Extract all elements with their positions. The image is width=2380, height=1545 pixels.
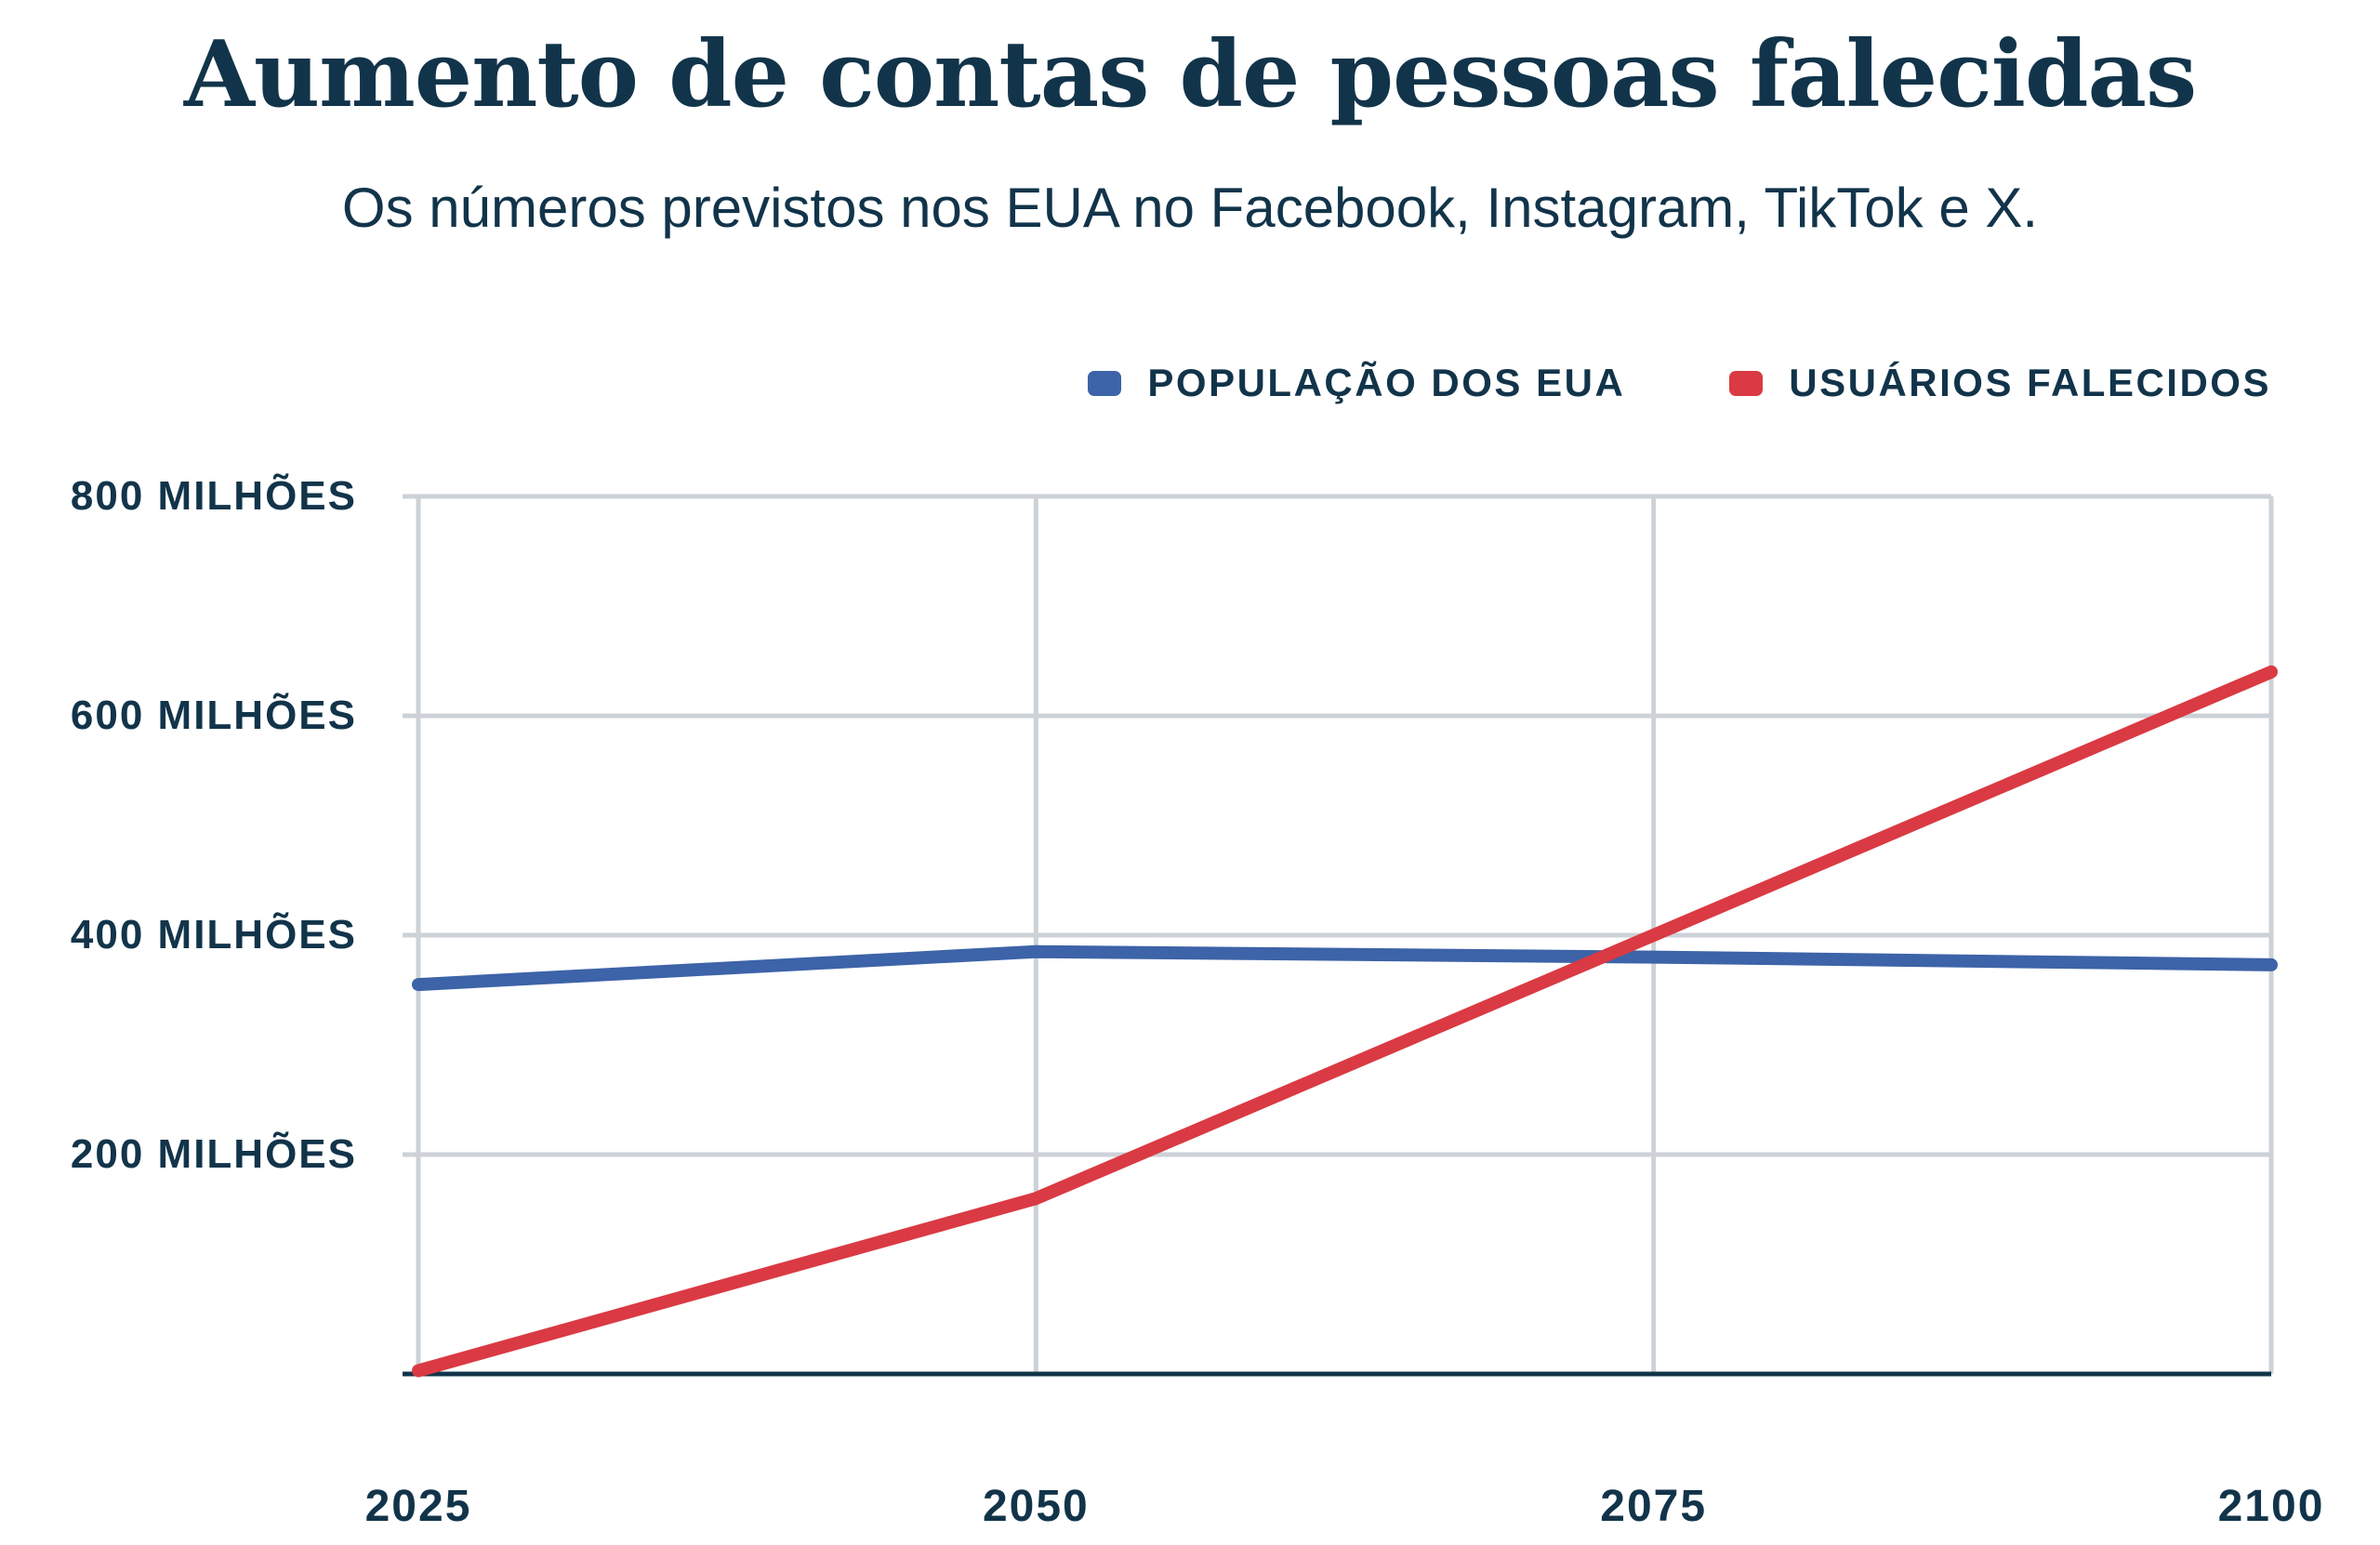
legend-label-usuarios-falecidos: USUÁRIOS FALECIDOS — [1789, 361, 2271, 404]
chart-title: Aumento de contas de pessoas falecidas — [183, 21, 2197, 128]
x-axis-tick-label-2075: 2075 — [1600, 1482, 1708, 1531]
series-line-populacao-dos-eua — [412, 944, 2278, 992]
legend-label-populacao-dos-eua: POPULAÇÃO DOS EUA — [1147, 361, 1626, 404]
y-axis-tick-label-400: 400 MILHÕES — [70, 912, 357, 957]
x-axis-tick-label-2100: 2100 — [2217, 1482, 2325, 1531]
y-axis-tick-label-800: 800 MILHÕES — [70, 473, 357, 519]
legend-marker-populacao-dos-eua — [1088, 370, 1122, 396]
legend-marker-usuarios-falecidos — [1729, 370, 1764, 396]
y-axis-tick-label-600: 600 MILHÕES — [70, 693, 357, 738]
series-line-usuarios-falecidos — [412, 665, 2278, 1378]
x-axis-tick-label-2025: 2025 — [364, 1482, 472, 1531]
x-axis-tick-label-2050: 2050 — [982, 1482, 1090, 1531]
y-axis-tick-label-200: 200 MILHÕES — [70, 1131, 357, 1177]
legend-item-usuarios-falecidos: USUÁRIOS FALECIDOS — [1729, 361, 2271, 405]
chart-subtitle: Os números previstos nos EUA no Facebook… — [341, 177, 2039, 239]
legend-item-populacao-dos-eua: POPULAÇÃO DOS EUA — [1088, 361, 1625, 405]
chart-legend: POPULAÇÃO DOS EUA USUÁRIOS FALECIDOS — [0, 361, 2271, 405]
